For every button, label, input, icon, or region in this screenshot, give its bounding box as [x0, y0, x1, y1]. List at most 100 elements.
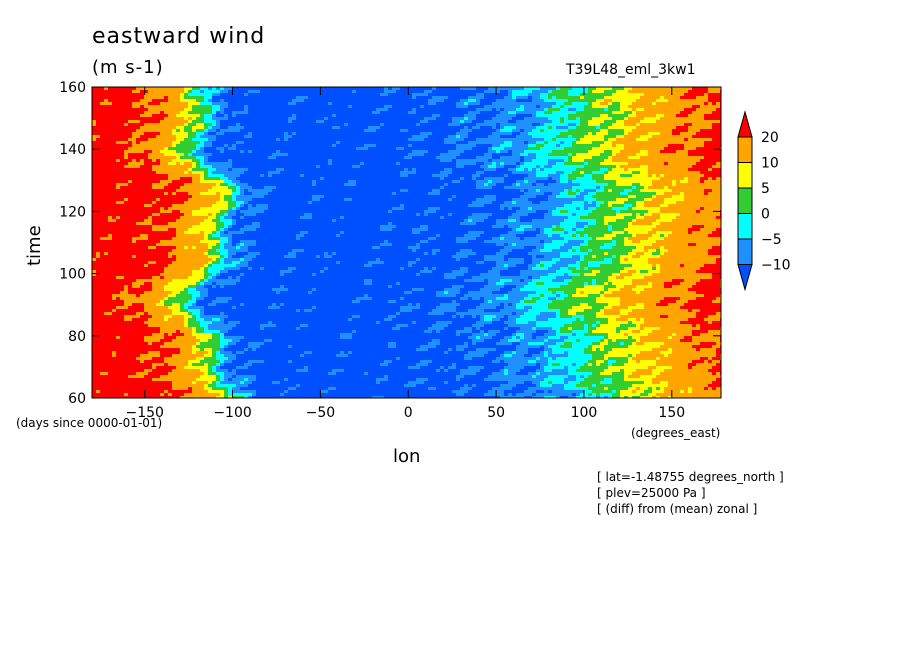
heatmap-cell	[372, 144, 377, 148]
heatmap-cell	[480, 135, 485, 139]
heatmap-cell	[660, 135, 665, 139]
heatmap-cell	[308, 153, 313, 157]
heatmap-cell	[96, 165, 101, 169]
heatmap-cell	[284, 105, 289, 109]
heatmap-cell	[248, 126, 253, 130]
heatmap-cell	[232, 171, 237, 175]
heatmap-cell	[224, 153, 229, 157]
heatmap-cell	[232, 87, 237, 91]
heatmap-cell	[652, 117, 657, 121]
heatmap-cell	[312, 87, 317, 91]
heatmap-cell	[524, 168, 529, 172]
heatmap-cell	[120, 102, 125, 106]
heatmap-cell	[624, 159, 629, 163]
heatmap-cell	[172, 174, 177, 178]
heatmap-cell	[172, 153, 177, 157]
heatmap-cell	[312, 102, 317, 106]
heatmap-cell	[632, 111, 637, 115]
heatmap-cell	[532, 90, 537, 94]
heatmap-cell	[604, 138, 609, 142]
heatmap-cell	[256, 150, 261, 154]
heatmap-cell	[692, 129, 697, 133]
heatmap-cell	[616, 129, 621, 133]
heatmap-cell	[308, 99, 313, 103]
heatmap-cell	[696, 114, 701, 118]
heatmap-cell	[136, 96, 141, 100]
heatmap-cell	[520, 129, 525, 133]
heatmap-cell	[184, 174, 189, 178]
heatmap-cell	[576, 129, 581, 133]
heatmap-cell	[340, 117, 345, 121]
heatmap-cell	[712, 150, 717, 154]
heatmap-cell	[220, 159, 225, 163]
heatmap-cell	[152, 180, 157, 184]
heatmap-cell	[460, 135, 465, 139]
heatmap-cell	[108, 165, 113, 169]
heatmap-cell	[504, 99, 509, 103]
heatmap-cell	[280, 129, 285, 133]
heatmap-cell	[348, 105, 353, 109]
heatmap-cell	[504, 114, 509, 118]
heatmap-cell	[328, 90, 333, 94]
heatmap-cell	[600, 90, 605, 94]
heatmap-cell	[588, 159, 593, 163]
heatmap-cell	[288, 96, 293, 100]
heatmap-cell	[332, 165, 337, 169]
heatmap-cell	[368, 162, 373, 166]
heatmap-cell	[612, 159, 617, 163]
heatmap-cell	[144, 102, 149, 106]
heatmap-cell	[492, 120, 497, 124]
heatmap-cell	[400, 141, 405, 145]
heatmap-cell	[540, 171, 545, 175]
heatmap-cell	[444, 171, 449, 175]
heatmap-cell	[408, 99, 413, 103]
heatmap-cell	[408, 126, 413, 130]
heatmap-cell	[224, 99, 229, 103]
heatmap-cell	[248, 90, 253, 94]
heatmap-cell	[464, 168, 469, 172]
heatmap-cell	[500, 171, 505, 175]
heatmap-cell	[216, 108, 221, 112]
heatmap-cell	[608, 129, 613, 133]
heatmap-cell	[416, 165, 421, 169]
heatmap-cell	[240, 153, 245, 157]
heatmap-cell	[400, 171, 405, 175]
heatmap-cell	[228, 159, 233, 163]
heatmap-cell	[564, 159, 569, 163]
heatmap-cell	[296, 126, 301, 130]
heatmap-cell	[460, 165, 465, 169]
heatmap-cell	[528, 132, 533, 136]
heatmap-cell	[404, 159, 409, 163]
heatmap-cell	[232, 147, 237, 151]
heatmap-cell	[576, 171, 581, 175]
heatmap-cell	[704, 108, 709, 112]
heatmap-cell	[568, 135, 573, 139]
heatmap-cell	[188, 159, 193, 163]
heatmap-cell	[640, 102, 645, 106]
heatmap-cell	[372, 126, 377, 130]
heatmap-cell	[152, 123, 157, 127]
heatmap-cell	[196, 150, 201, 154]
heatmap-cell	[128, 159, 133, 163]
heatmap-cell	[468, 117, 473, 121]
heatmap-cell	[348, 144, 353, 148]
heatmap-cell	[628, 120, 633, 124]
heatmap-cell	[672, 177, 677, 181]
heatmap-cell	[380, 135, 385, 139]
heatmap-cell	[504, 96, 509, 100]
heatmap-cell	[596, 174, 601, 178]
heatmap-cell	[152, 126, 157, 130]
heatmap-cell	[124, 138, 129, 142]
heatmap-cell	[92, 114, 97, 118]
heatmap-cell	[344, 108, 349, 112]
heatmap-cell	[560, 111, 565, 115]
heatmap-cell	[568, 132, 573, 136]
heatmap-cell	[528, 96, 533, 100]
heatmap-cell	[536, 132, 541, 136]
heatmap-cell	[384, 174, 389, 178]
heatmap-cell	[680, 162, 685, 166]
heatmap-cell	[328, 129, 333, 133]
heatmap-cell	[448, 123, 453, 127]
heatmap-cell	[356, 162, 361, 166]
heatmap-cell	[376, 174, 381, 178]
